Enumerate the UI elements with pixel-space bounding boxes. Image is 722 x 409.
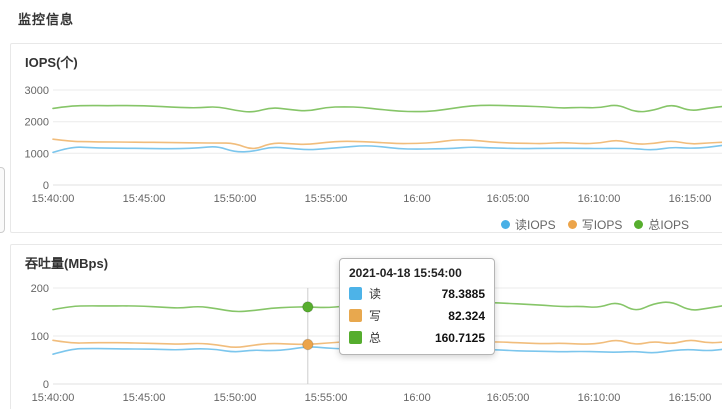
y-tick-label: 3000 bbox=[25, 85, 49, 97]
tooltip-series-label: 总 bbox=[369, 331, 382, 345]
x-tick-label: 16:05:00 bbox=[487, 392, 530, 404]
legend-dot-icon bbox=[501, 220, 510, 229]
tooltip-rows: 读 78.3885 写 82.324 总 160.7125 bbox=[349, 285, 485, 346]
y-tick-label: 100 bbox=[31, 331, 49, 343]
legend-dot-icon bbox=[567, 220, 577, 229]
iops-chart-card: IOPS(个) 0 1000 2000 3000 15:40:00 15:45:00 15:… bbox=[10, 43, 722, 233]
x-tick-label: 16:00 bbox=[403, 392, 431, 404]
series-line-写IOPS bbox=[52, 138, 722, 150]
tooltip-swatch-icon bbox=[349, 309, 362, 322]
tooltip-series-value: 78.3885 bbox=[441, 286, 485, 301]
x-tick-label: 15:50:00 bbox=[214, 193, 257, 205]
x-tick-label: 15:45:00 bbox=[123, 193, 166, 205]
tooltip-timestamp: 2021-04-18 15:54:00 bbox=[349, 266, 462, 280]
x-tick-label: 16:10:00 bbox=[578, 392, 621, 404]
chart-tooltip: 2021-04-18 15:54:00 读 78.3885 写 82.324 总 160.… bbox=[339, 258, 495, 355]
y-tick-label: 1000 bbox=[25, 148, 49, 160]
series-line-总IOPS bbox=[52, 104, 722, 113]
y-tick-label: 0 bbox=[43, 379, 49, 391]
legend-label: 读IOPS bbox=[515, 218, 556, 232]
iops-chart-legend: 读IOPS 写IOPS 总IOPS bbox=[501, 216, 689, 233]
y-tick-label: 200 bbox=[31, 283, 49, 295]
legend-dot-icon bbox=[634, 220, 644, 229]
x-tick-label: 15:55:00 bbox=[305, 193, 348, 205]
x-tick-label: 15:40:00 bbox=[32, 193, 75, 205]
y-tick-label: 0 bbox=[43, 180, 49, 192]
x-tick-label: 16:15:00 bbox=[669, 193, 712, 205]
tooltip-series-label: 读 bbox=[369, 287, 382, 301]
throughput-chart-card: 吞吐量(MBps) 0 100 200 15:40:00 15:45:00 15:50:0… bbox=[10, 244, 722, 409]
left-panel-fragment bbox=[0, 167, 5, 233]
page-title: 监控信息 bbox=[18, 12, 75, 27]
tooltip-row-总: 总 160.7125 bbox=[349, 329, 485, 346]
tooltip-row-读: 读 78.3885 bbox=[349, 285, 485, 302]
legend-label: 写IOPS bbox=[581, 218, 623, 232]
legend-label: 总IOPS bbox=[648, 218, 690, 232]
series-line-读IOPS bbox=[52, 144, 722, 154]
x-tick-label: 16:00 bbox=[403, 193, 431, 205]
tooltip-swatch-icon bbox=[349, 287, 362, 300]
legend-item-总IOPS[interactable]: 总IOPS bbox=[634, 216, 689, 233]
x-tick-label: 15:40:00 bbox=[32, 392, 75, 404]
legend-item-读IOPS[interactable]: 读IOPS bbox=[501, 216, 556, 233]
iops-chart-canvas[interactable]: 0 1000 2000 3000 15:40:00 15:45:00 15:50:00 15:… bbox=[11, 74, 722, 214]
tooltip-series-label: 写 bbox=[369, 309, 382, 323]
hover-marker-总 bbox=[302, 301, 314, 313]
iops-chart-title: IOPS(个) bbox=[25, 55, 78, 70]
legend-item-写IOPS[interactable]: 写IOPS bbox=[567, 216, 623, 233]
tooltip-series-value: 82.324 bbox=[448, 308, 485, 323]
throughput-chart-title: 吞吐量(MBps) bbox=[25, 256, 109, 271]
tooltip-series-value: 160.7125 bbox=[434, 330, 485, 345]
x-tick-label: 16:15:00 bbox=[669, 392, 712, 404]
x-tick-label: 16:05:00 bbox=[487, 193, 530, 205]
hover-marker-写 bbox=[302, 338, 314, 351]
tooltip-row-写: 写 82.324 bbox=[349, 307, 485, 324]
x-tick-label: 16:10:00 bbox=[578, 193, 621, 205]
x-tick-label: 15:55:00 bbox=[305, 392, 348, 404]
x-tick-label: 15:45:00 bbox=[123, 392, 166, 404]
x-tick-label: 15:50:00 bbox=[214, 392, 257, 404]
y-tick-label: 2000 bbox=[25, 117, 49, 129]
tooltip-swatch-icon bbox=[349, 331, 362, 344]
